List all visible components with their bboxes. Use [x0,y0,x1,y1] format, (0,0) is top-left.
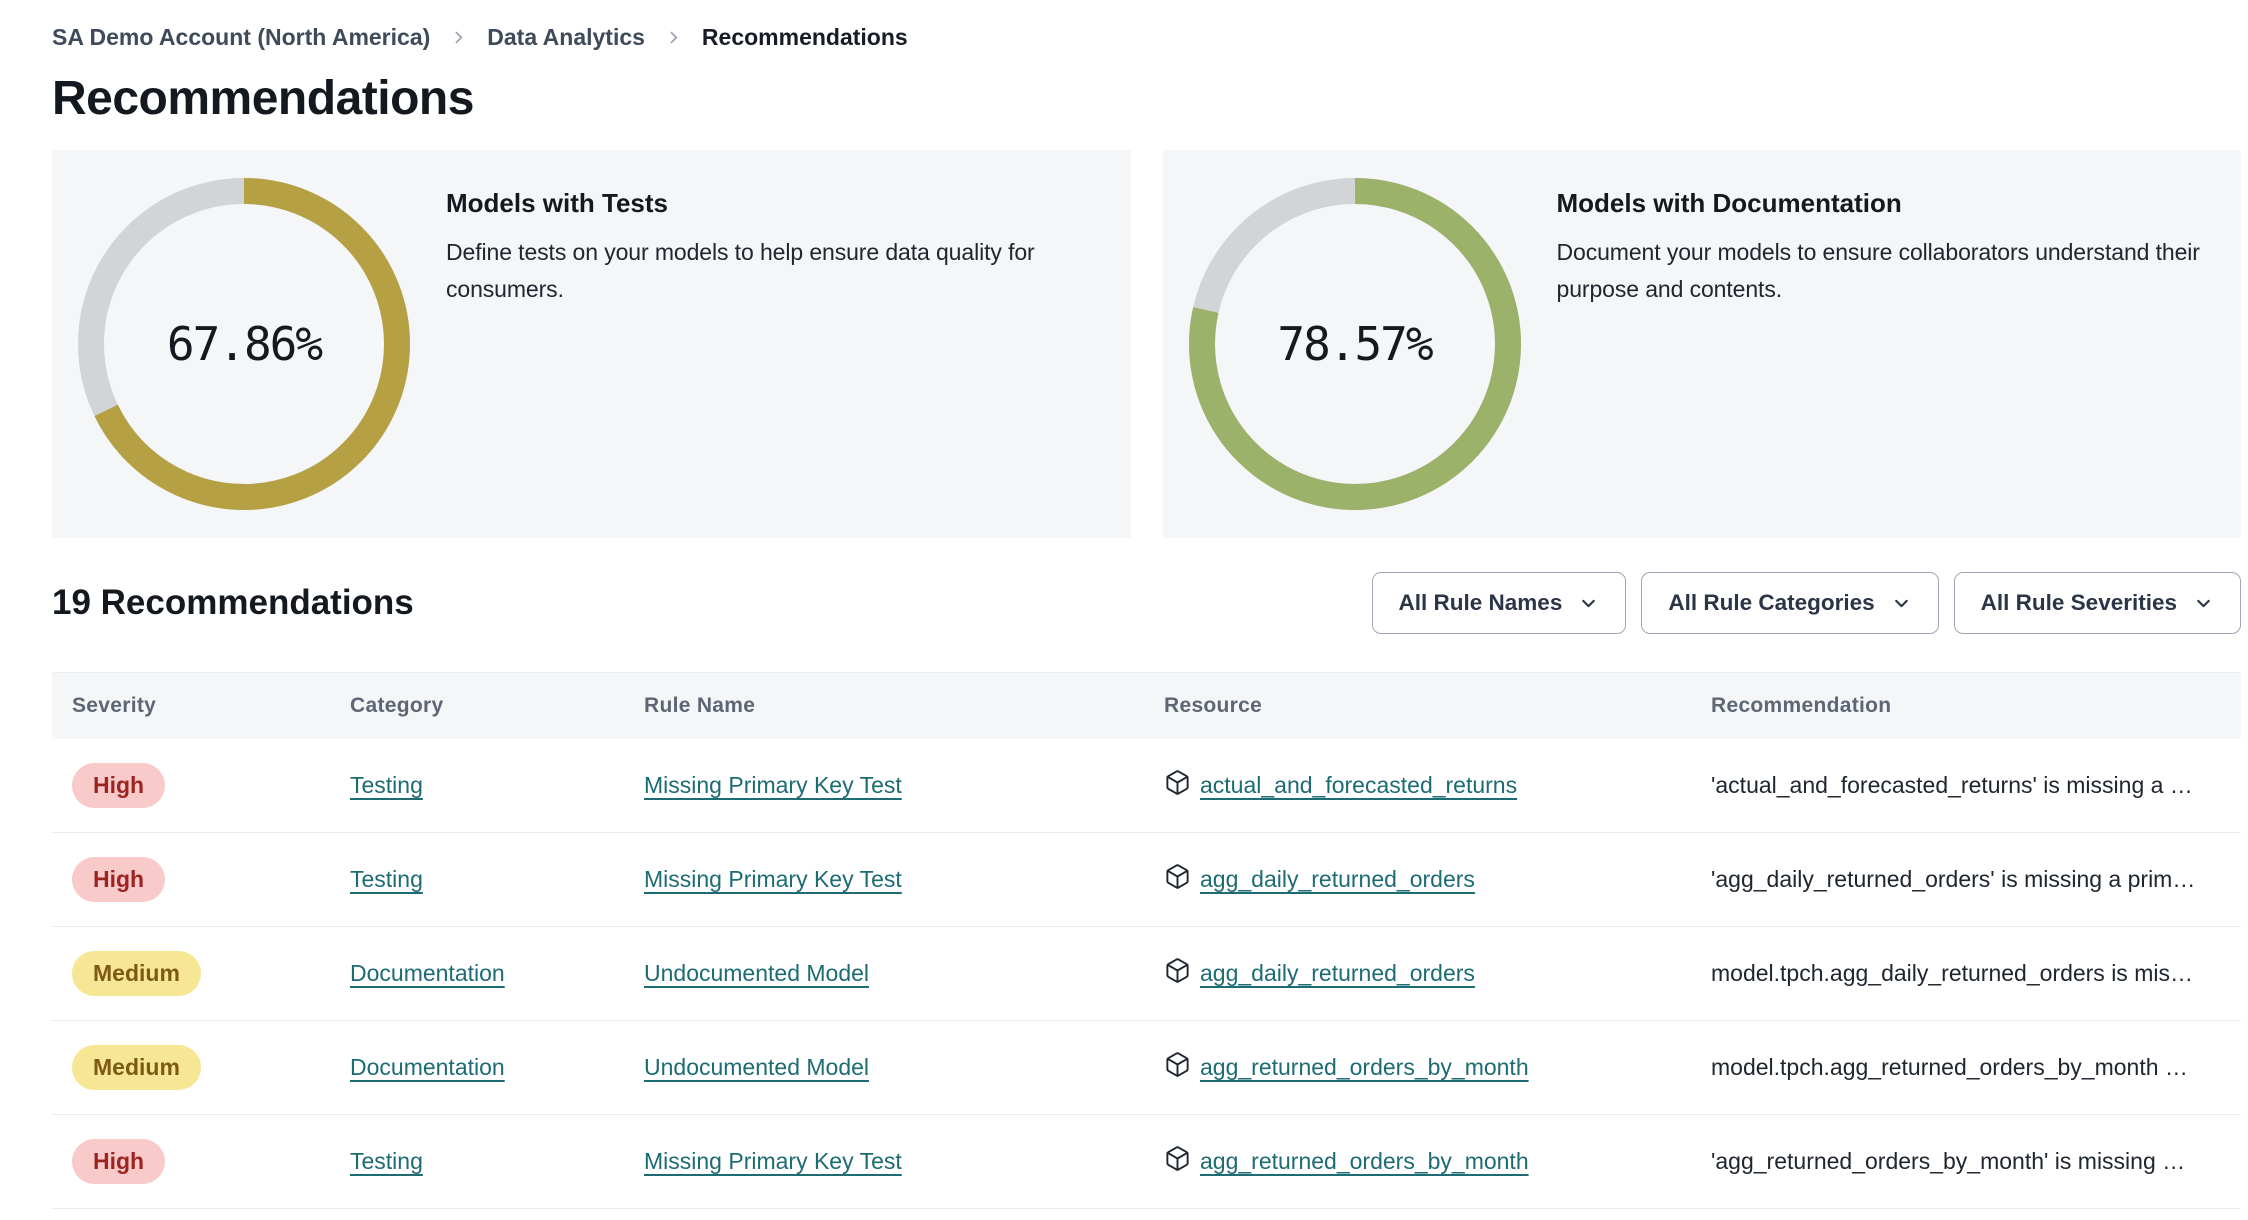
models-with-tests-donut: 67.86% [78,178,410,510]
severity-badge: High [72,857,166,902]
column-header-resource: Resource [1144,672,1691,739]
filter-label: All Rule Names [1398,590,1563,615]
models-with-documentation-card: 78.57% Models with Documentation Documen… [1162,150,2241,538]
rule-severities-filter-dropdown[interactable]: All Rule Severities [1953,572,2241,634]
recommendations-table: Severity Category Rule Name Resource Rec… [52,672,2241,1209]
chevron-down-icon [1578,593,1599,614]
rule-name-link[interactable]: Undocumented Model [644,960,870,986]
card-description: Document your models to ensure collabora… [1556,239,2200,302]
card-title: Models with Documentation [1556,188,1902,218]
package-icon [1164,957,1191,990]
category-link[interactable]: Documentation [350,960,505,986]
list-header: 19 Recommendations All Rule Names All Ru… [52,572,2241,634]
page-title: Recommendations [52,72,474,125]
column-header-rule-name: Rule Name [624,672,1144,739]
rule-name-link[interactable]: Missing Primary Key Test [644,1148,902,1174]
rule-name-link[interactable]: Missing Primary Key Test [644,866,902,892]
recommendation-text: 'agg_daily_returned_orders' is missing a… [1711,866,2196,892]
table-header-row: Severity Category Rule Name Resource Rec… [52,672,2241,739]
rule-categories-filter-dropdown[interactable]: All Rule Categories [1641,572,1939,634]
card-title: Models with Tests [446,188,668,218]
resource-link[interactable]: agg_returned_orders_by_month [1200,1148,1529,1174]
breadcrumb: SA Demo Account (North America) Data Ana… [52,0,2241,51]
models-with-tests-card: 67.86% Models with Tests Define tests on… [52,150,1131,538]
rule-name-link[interactable]: Undocumented Model [644,1054,870,1080]
severity-badge: Medium [72,951,201,996]
severity-badge: High [72,1139,166,1184]
rule-name-link[interactable]: Missing Primary Key Test [644,771,902,798]
breadcrumb-project-link[interactable]: Data Analytics [487,24,645,50]
category-link[interactable]: Testing [350,866,423,892]
donut-chart [78,178,410,510]
table-row: Medium Documentation Undocumented Model … [52,1020,2241,1115]
category-link[interactable]: Documentation [350,1054,505,1080]
chevron-down-icon [2193,593,2214,614]
resource-link[interactable]: agg_returned_orders_by_month [1200,1054,1529,1080]
category-link[interactable]: Testing [350,771,423,798]
card-text: Models with Tests Define tests on your m… [446,188,1096,308]
resource-link[interactable]: agg_daily_returned_orders [1200,866,1475,892]
filter-label: All Rule Categories [1668,590,1875,615]
card-text: Models with Documentation Document your … [1557,188,2207,308]
severity-badge: Medium [72,1045,201,1090]
package-icon [1164,1051,1191,1084]
filter-label: All Rule Severities [1980,590,2177,615]
severity-badge: High [72,762,166,808]
package-icon [1164,1145,1191,1178]
breadcrumb-account-link[interactable]: SA Demo Account (North America) [52,24,431,50]
resource-link[interactable]: actual_and_forecasted_returns [1200,771,1518,798]
chevron-right-icon [450,29,467,46]
column-header-category: Category [330,672,624,739]
models-with-documentation-donut: 78.57% [1188,178,1521,510]
recommendation-text: model.tpch.agg_returned_orders_by_month … [1711,1054,2188,1080]
recommendations-count: 19 Recommendations [52,583,414,622]
donut-chart [1188,178,1521,510]
filter-bar: All Rule Names All Rule Categories All R… [1371,572,2241,634]
table-row: High Testing Missing Primary Key Test ac… [52,738,2241,833]
models-with-documentation-percent: 78.57% [1277,317,1433,371]
rule-names-filter-dropdown[interactable]: All Rule Names [1371,572,1627,634]
breadcrumb-current: Recommendations [701,24,908,50]
table-row: High Testing Missing Primary Key Test ag… [52,832,2241,927]
package-icon [1164,863,1191,896]
recommendation-text: model.tpch.agg_daily_returned_orders is … [1711,960,2193,986]
card-description: Define tests on your models to help ensu… [446,239,1035,302]
chevron-down-icon [1891,593,1912,614]
column-header-severity: Severity [52,672,330,739]
category-link[interactable]: Testing [350,1148,423,1174]
column-header-recommendation: Recommendation [1691,672,2241,739]
summary-cards: 67.86% Models with Tests Define tests on… [52,150,2241,538]
table-row: Medium Documentation Undocumented Model … [52,926,2241,1021]
package-icon [1164,769,1191,802]
models-with-tests-percent: 67.86% [166,317,323,371]
resource-link[interactable]: agg_daily_returned_orders [1200,960,1475,986]
chevron-right-icon [665,29,682,46]
recommendation-text: 'agg_returned_orders_by_month' is missin… [1711,1148,2186,1174]
table-row: High Testing Missing Primary Key Test ag… [52,1114,2241,1209]
recommendation-text: 'actual_and_forecasted_returns' is missi… [1711,771,2193,798]
